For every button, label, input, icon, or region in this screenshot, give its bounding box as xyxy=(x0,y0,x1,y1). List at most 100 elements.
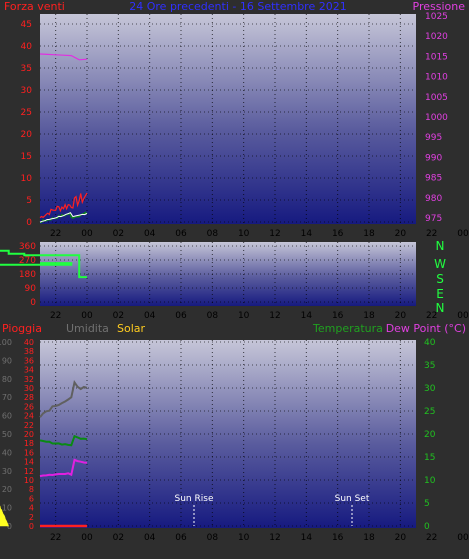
compass-s: S xyxy=(436,272,444,286)
pressure-tick-label: 995 xyxy=(425,133,442,143)
direction-tick-label: 0 xyxy=(30,298,36,308)
x-tick-label: 10 xyxy=(238,533,250,543)
rain-tick-label: 38 xyxy=(24,347,34,356)
wind-tick-label: 0 xyxy=(26,218,32,228)
rain-tick-label: 14 xyxy=(24,458,34,467)
humidity-tick-label: 80 xyxy=(2,375,12,384)
pressure-tick-label: 980 xyxy=(425,194,442,204)
wind-tick-label: 15 xyxy=(21,152,32,162)
rain-tick-label: 18 xyxy=(24,439,34,448)
temperature-tick-label: 25 xyxy=(424,407,435,417)
sunset-label: Sun Set xyxy=(335,494,370,504)
x-tick-label: 08 xyxy=(207,311,219,321)
x-tick-label: 16 xyxy=(332,311,344,321)
temperature-tick-label: 20 xyxy=(424,430,436,440)
pressure-tick-label: 990 xyxy=(425,153,442,163)
rain-tick-label: 34 xyxy=(24,366,34,375)
wind-tick-label: 20 xyxy=(21,130,33,140)
temperature-tick-label: 15 xyxy=(424,453,435,463)
x-tick-label: 20 xyxy=(395,533,407,543)
compass-e: E xyxy=(436,287,444,301)
x-tick-label: 02 xyxy=(113,311,124,321)
x-tick-label: 16 xyxy=(332,533,344,543)
rain-tick-label: 28 xyxy=(24,393,34,402)
dewpoint-label: Dew Point (°C) xyxy=(386,322,466,335)
rain-label: Pioggia xyxy=(2,322,42,335)
sunrise-label: Sun Rise xyxy=(175,494,214,504)
x-tick-label: 18 xyxy=(363,311,375,321)
x-tick-label: 06 xyxy=(175,311,187,321)
x-tick-label: 00 xyxy=(81,533,93,543)
x-tick-label: 10 xyxy=(238,311,250,321)
pressure-tick-label: 975 xyxy=(425,214,442,224)
x-tick-label: 22 xyxy=(50,533,61,543)
pressure-tick-label: 1005 xyxy=(425,93,448,103)
humidity-tick-label: 100 xyxy=(0,338,12,347)
x-tick-label: 22 xyxy=(50,311,61,321)
wind-tick-label: 25 xyxy=(21,108,32,118)
humidity-line xyxy=(39,379,88,418)
temperature-tick-label: 35 xyxy=(424,361,435,371)
pressure-tick-label: 1000 xyxy=(425,113,448,123)
pressure-tick-label: 1010 xyxy=(425,73,448,83)
rain-tick-label: 32 xyxy=(24,375,34,384)
rain-tick-label: 4 xyxy=(29,504,34,513)
rain-tick-label: 8 xyxy=(29,485,34,494)
temperature-tick-label: 40 xyxy=(424,338,436,348)
humidity-tick-label: 30 xyxy=(2,467,12,476)
x-tick-label: 12 xyxy=(269,311,280,321)
x-tick-label: 10 xyxy=(238,229,250,239)
x-tick-label: 02 xyxy=(113,533,124,543)
wind-average-line xyxy=(39,212,88,223)
compass-n-bottom: N xyxy=(436,301,445,315)
humidity-tick-label: 20 xyxy=(2,485,12,494)
rain-tick-label: 6 xyxy=(29,494,34,503)
wind-gust-line xyxy=(39,192,88,219)
humidity-tick-label: 70 xyxy=(2,393,12,402)
pressure-tick-label: 985 xyxy=(425,174,442,184)
humidity-tick-label: 60 xyxy=(2,412,12,421)
pressure-axis-label: Pressione xyxy=(413,0,466,13)
x-tick-label: 00 xyxy=(457,229,469,239)
compass-w: W xyxy=(434,257,446,271)
x-tick-label: 22 xyxy=(426,533,437,543)
x-tick-label: 22 xyxy=(426,311,437,321)
humidity-tick-label: 90 xyxy=(2,356,12,365)
x-tick-label: 04 xyxy=(144,533,156,543)
direction-tick-label: 270 xyxy=(19,256,36,266)
wind-tick-label: 35 xyxy=(21,64,32,74)
rain-tick-label: 0 xyxy=(29,522,34,531)
wind-tick-label: 10 xyxy=(21,174,33,184)
temperature-label: Temperatura xyxy=(312,322,383,335)
x-tick-label: 22 xyxy=(50,229,61,239)
x-tick-label: 08 xyxy=(207,229,219,239)
wind-tick-label: 40 xyxy=(21,42,33,52)
x-tick-label: 04 xyxy=(144,311,156,321)
x-tick-label: 18 xyxy=(363,229,375,239)
x-tick-label: 02 xyxy=(113,229,124,239)
direction-tick-label: 360 xyxy=(19,242,36,252)
rain-tick-label: 10 xyxy=(24,476,34,485)
temperature-line xyxy=(39,434,88,447)
x-tick-label: 14 xyxy=(301,229,313,239)
rain-tick-label: 22 xyxy=(24,421,34,430)
x-tick-label: 14 xyxy=(301,311,313,321)
dewpoint-line xyxy=(39,458,88,478)
humidity-tick-label: 10 xyxy=(2,504,12,513)
rain-tick-label: 36 xyxy=(24,356,34,365)
temperature-tick-label: 5 xyxy=(424,499,430,509)
wind-direction-line xyxy=(0,249,87,279)
humidity-label: Umidita xyxy=(66,322,109,335)
direction-tick-label: 180 xyxy=(19,270,36,280)
wind-tick-label: 30 xyxy=(21,86,33,96)
pressure-tick-label: 1020 xyxy=(425,32,448,42)
x-tick-label: 18 xyxy=(363,533,375,543)
temperature-tick-label: 10 xyxy=(424,476,436,486)
compass-labels: N W S E N xyxy=(434,239,446,315)
x-tick-label: 08 xyxy=(207,533,219,543)
rain-tick-label: 24 xyxy=(24,412,34,421)
x-tick-label: 14 xyxy=(301,533,313,543)
pressure-tick-label: 1025 xyxy=(425,12,448,22)
x-tick-label: 00 xyxy=(81,311,93,321)
